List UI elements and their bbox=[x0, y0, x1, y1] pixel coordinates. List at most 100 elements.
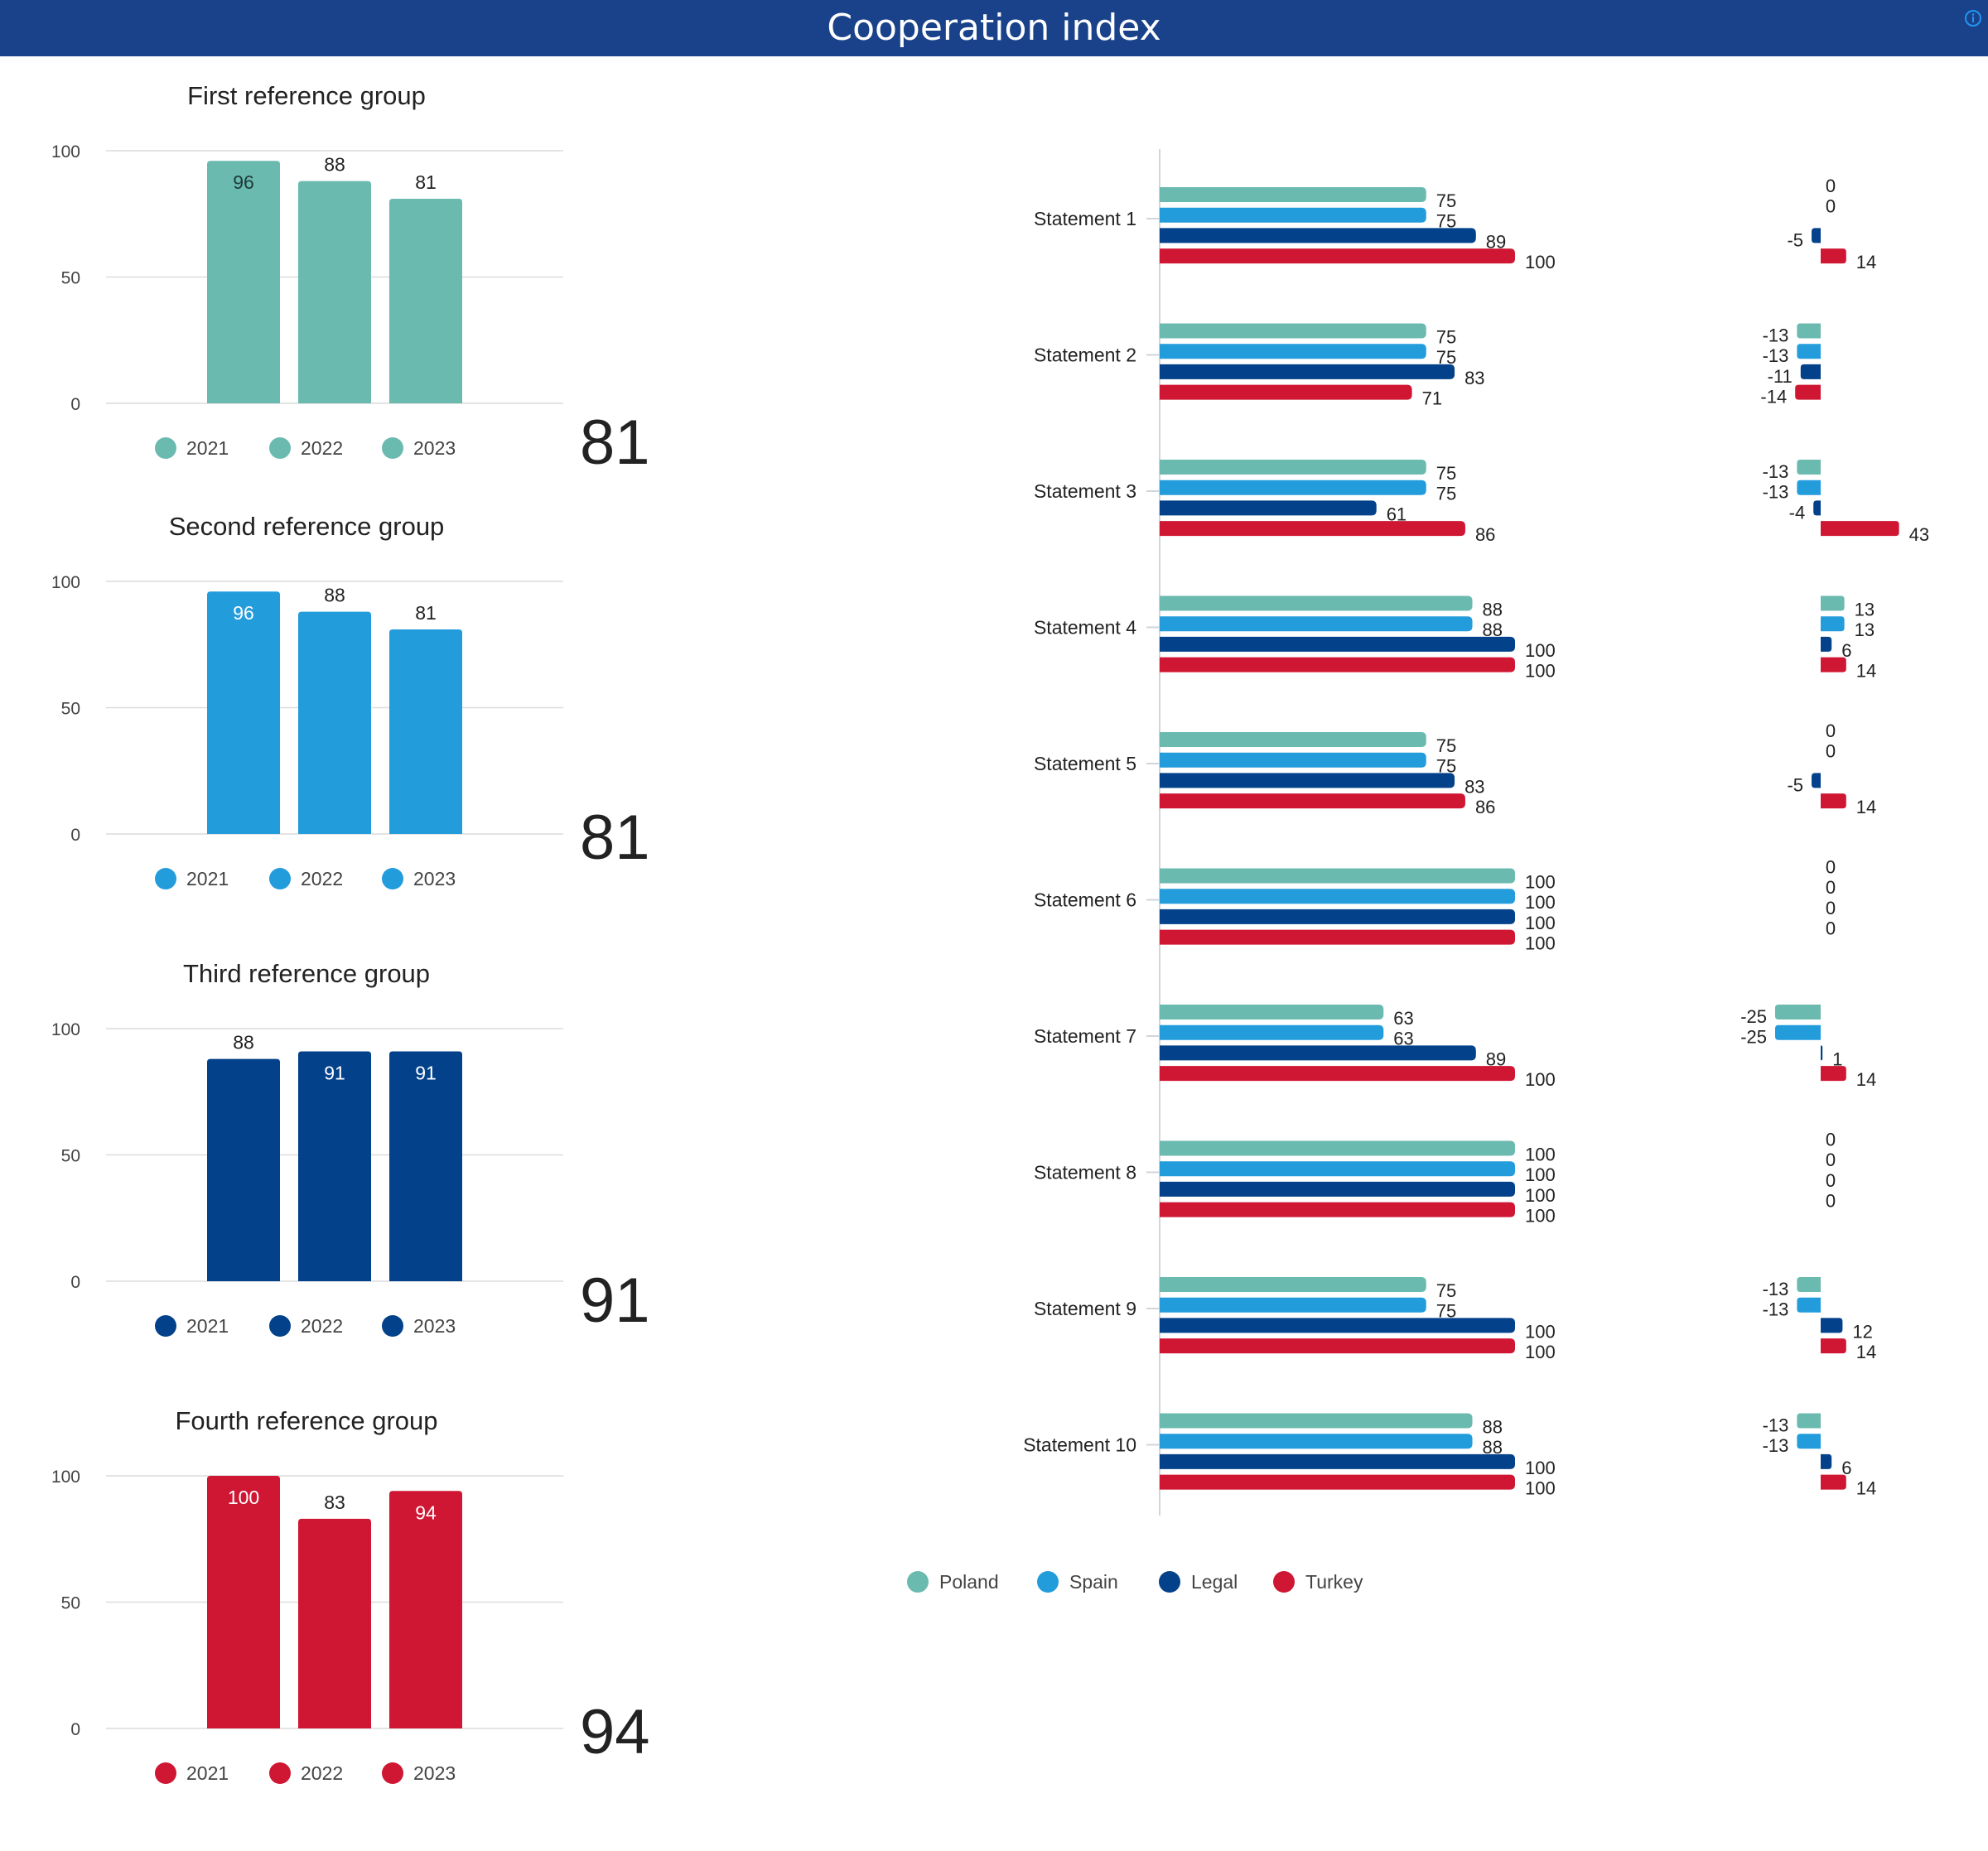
data-label: 91 bbox=[415, 1062, 437, 1083]
bar-poland bbox=[1160, 187, 1426, 202]
data-label: 100 bbox=[1525, 1342, 1556, 1362]
bar-legal bbox=[1160, 1045, 1476, 1061]
chart-title: Second reference group bbox=[169, 512, 445, 541]
delta-bar-legal bbox=[1821, 636, 1832, 652]
data-label: 86 bbox=[1475, 797, 1495, 817]
legend-label: 2023 bbox=[413, 1315, 456, 1337]
delta-label: 14 bbox=[1856, 797, 1876, 817]
delta-label: 0 bbox=[1826, 1170, 1836, 1191]
delta-label: -13 bbox=[1763, 1279, 1789, 1299]
bar-turkey bbox=[1160, 1202, 1515, 1217]
legend-label: 2021 bbox=[186, 437, 229, 459]
kpi-value: 81 bbox=[580, 803, 650, 873]
legend-marker-poland bbox=[907, 1571, 929, 1593]
y-tick-label: 100 bbox=[51, 142, 80, 161]
data-label: 100 bbox=[1525, 913, 1556, 933]
data-label: 88 bbox=[324, 585, 345, 606]
legend-marker-spain bbox=[1037, 1571, 1059, 1593]
data-label: 96 bbox=[233, 602, 254, 624]
data-label: 81 bbox=[415, 171, 437, 193]
page-title: Cooperation index bbox=[827, 7, 1161, 49]
bar-2021 bbox=[207, 591, 280, 834]
bar-turkey bbox=[1160, 1066, 1515, 1082]
legend-label: 2021 bbox=[186, 1315, 229, 1337]
data-label: 100 bbox=[228, 1487, 259, 1508]
delta-bar-legal bbox=[1821, 1318, 1843, 1333]
delta-label: 13 bbox=[1855, 600, 1875, 620]
delta-bar-turkey bbox=[1821, 521, 1899, 537]
delta-bar-spain bbox=[1797, 1297, 1821, 1313]
bar-spain bbox=[1160, 889, 1515, 904]
delta-label: -5 bbox=[1787, 229, 1803, 250]
delta-label: 0 bbox=[1826, 1130, 1836, 1150]
bar-legal bbox=[1160, 1453, 1515, 1469]
info-icon[interactable] bbox=[1963, 8, 1983, 28]
data-label: 71 bbox=[1422, 388, 1442, 409]
bar-poland bbox=[1160, 1140, 1515, 1156]
data-label: 88 bbox=[1483, 1417, 1503, 1438]
delta-bar-poland bbox=[1821, 595, 1845, 611]
reference-group-chart-1: First reference group 0 50 100 96 88 81 2021 202… bbox=[51, 81, 650, 478]
bar-2021 bbox=[207, 1476, 280, 1728]
category-label: Statement 7 bbox=[1034, 1025, 1136, 1047]
delta-label: -13 bbox=[1763, 1415, 1789, 1436]
delta-label: -13 bbox=[1763, 345, 1789, 366]
legend-marker bbox=[269, 1315, 291, 1337]
category-label: Statement 2 bbox=[1034, 345, 1136, 366]
delta-bar-turkey bbox=[1821, 1066, 1846, 1082]
delta-label: 14 bbox=[1856, 661, 1876, 682]
bar-spain bbox=[1160, 1161, 1515, 1177]
y-tick-label: 100 bbox=[51, 573, 80, 592]
bar-2022 bbox=[298, 1051, 371, 1281]
bar-turkey bbox=[1160, 929, 1515, 945]
delta-bar-legal bbox=[1821, 1453, 1832, 1469]
delta-bar-poland bbox=[1797, 1277, 1821, 1292]
delta-label: 14 bbox=[1856, 1069, 1876, 1090]
y-tick-label: 100 bbox=[51, 1020, 80, 1039]
legend-label: 2023 bbox=[413, 437, 456, 459]
delta-bar-spain bbox=[1821, 616, 1845, 632]
y-tick-label: 100 bbox=[51, 1468, 80, 1487]
delta-label: -13 bbox=[1763, 482, 1789, 503]
bar-poland bbox=[1160, 1413, 1473, 1429]
category-label: Statement 8 bbox=[1034, 1162, 1136, 1183]
chart-title: Third reference group bbox=[183, 959, 430, 988]
delta-bar-legal bbox=[1812, 773, 1821, 788]
delta-bar-turkey bbox=[1795, 384, 1821, 400]
delta-bar-turkey bbox=[1821, 1474, 1846, 1490]
bar-poland bbox=[1160, 323, 1426, 339]
reference-group-charts: First reference group 0 50 100 96 88 81 2021 202… bbox=[51, 81, 650, 1784]
bar-2023 bbox=[389, 629, 462, 834]
legend-marker bbox=[382, 868, 403, 889]
bar-2022 bbox=[298, 181, 371, 403]
legend-marker bbox=[382, 437, 403, 459]
data-label: 75 bbox=[1436, 190, 1456, 211]
bar-poland bbox=[1160, 732, 1426, 747]
data-label: 83 bbox=[1464, 368, 1484, 388]
data-label: 75 bbox=[1436, 484, 1456, 504]
bar-spain bbox=[1160, 616, 1473, 632]
data-label: 75 bbox=[1436, 1280, 1456, 1301]
bar-turkey bbox=[1160, 657, 1515, 672]
bar-legal bbox=[1160, 500, 1377, 516]
legend-marker bbox=[155, 1315, 176, 1337]
legend-marker-turkey bbox=[1273, 1571, 1295, 1593]
legend-marker bbox=[155, 868, 176, 889]
delta-bar-legal bbox=[1800, 364, 1821, 379]
delta-label: 13 bbox=[1855, 619, 1875, 640]
delta-label: 1 bbox=[1832, 1048, 1842, 1069]
delta-bar-turkey bbox=[1821, 657, 1846, 672]
delta-label: 0 bbox=[1826, 1191, 1836, 1212]
data-label: 88 bbox=[233, 1032, 254, 1053]
legend-label: Spain bbox=[1069, 1571, 1118, 1593]
delta-bar-poland bbox=[1797, 323, 1821, 339]
bar-2022 bbox=[298, 1518, 371, 1728]
legend-label: Poland bbox=[939, 1571, 999, 1593]
data-label: 75 bbox=[1436, 327, 1456, 348]
category-label: Statement 3 bbox=[1034, 480, 1136, 502]
legend-label: Turkey bbox=[1305, 1571, 1363, 1593]
data-label: 100 bbox=[1525, 892, 1556, 913]
chart-title: Fourth reference group bbox=[175, 1406, 437, 1435]
